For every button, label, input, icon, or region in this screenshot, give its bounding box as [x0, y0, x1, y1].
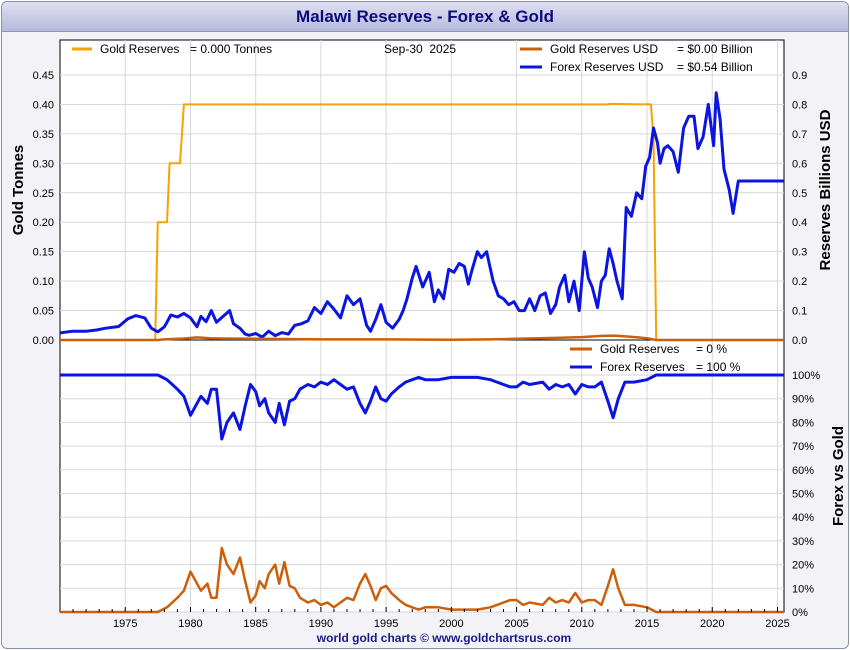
y-pct-tick-label: 60% [792, 465, 814, 477]
axis-ticks: 1975 1980 1985 1990 1995 2000 2005 2010 2015 2020… [33, 70, 821, 630]
y-right-tick-label: 0.9 [792, 70, 807, 82]
y-pct-tick-label: 80% [792, 417, 814, 429]
y-pct-tick-label: 0% [792, 607, 808, 619]
y-pct-tick-label: 10% [792, 583, 814, 595]
legend-gold-pct-value: = 0 % [696, 342, 727, 356]
series-gold-pct-line [60, 546, 784, 614]
y-left-tick-label: 0.25 [33, 188, 54, 200]
legend-forex-pct-name: Forex Reserves [600, 360, 685, 374]
y-left-tick-label: 0.40 [33, 99, 54, 111]
x-tick-label: 2005 [504, 618, 528, 630]
y-pct-tick-label: 50% [792, 489, 814, 501]
series-forex-pct-line [60, 373, 784, 441]
x-tick-label: 2025 [765, 618, 789, 630]
y-pct-tick-label: 70% [792, 441, 814, 453]
x-tick-label: 1980 [178, 618, 202, 630]
chart-title: Malawi Reserves - Forex & Gold [2, 2, 848, 32]
y-left-tick-label: 0.05 [33, 306, 54, 318]
y-right-tick-label: 0.4 [792, 217, 807, 229]
x-tick-label: 2015 [635, 618, 659, 630]
y-pct-tick-label: 100% [792, 370, 820, 382]
legend-forex-usd-value: = $0.54 Billion [677, 60, 753, 74]
y-left-tick-label: 0.45 [33, 70, 54, 82]
x-tick-label: 2000 [439, 618, 463, 630]
y-pct-tick-label: 90% [792, 394, 814, 406]
legend-gold-tonnes-value: = 0.000 Tonnes [190, 42, 272, 56]
y-left-tick-label: 0.30 [33, 158, 54, 170]
y-left-tick-label: 0.10 [33, 276, 54, 288]
y-right-tick-label: 0.0 [792, 335, 807, 347]
right-axis-title-bottom: Forex vs Gold [830, 426, 847, 526]
y-pct-tick-label: 20% [792, 560, 814, 572]
x-tick-label: 1975 [113, 618, 137, 630]
y-right-tick-label: 0.7 [792, 129, 807, 141]
x-tick-label: 1985 [243, 618, 267, 630]
series-layer [59, 91, 784, 614]
y-pct-tick-label: 30% [792, 536, 814, 548]
legend-forex-usd-name: Forex Reserves USD [550, 60, 664, 74]
y-right-tick-label: 0.1 [792, 306, 807, 318]
y-pct-tick-label: 40% [792, 512, 814, 524]
x-tick-label: 1995 [374, 618, 398, 630]
y-right-tick-label: 0.5 [792, 188, 807, 200]
y-right-tick-label: 0.6 [792, 158, 807, 170]
legend-gold-usd-value: = $0.00 Billion [677, 42, 753, 56]
y-right-tick-label: 0.3 [792, 247, 807, 259]
footer-credit: world gold charts © www.goldchartsrus.co… [316, 631, 571, 645]
y-left-tick-label: 0.35 [33, 129, 54, 141]
y-left-tick-label: 0.15 [33, 247, 54, 259]
left-axis-title: Gold Tonnes [10, 145, 27, 236]
legend-gold-pct-name: Gold Reserves [600, 342, 679, 356]
plot-area [59, 39, 785, 613]
legend-gold-tonnes-name: Gold Reserves [100, 42, 179, 56]
y-left-tick-label: 0.20 [33, 217, 54, 229]
x-tick-label: 2020 [700, 618, 724, 630]
y-left-tick-label: 0.00 [33, 335, 54, 347]
series-forex-usd-line [59, 91, 784, 339]
chart-date: Sep-30 2025 [384, 42, 456, 56]
y-right-tick-label: 0.8 [792, 99, 807, 111]
legend-forex-pct-value: = 100 % [696, 360, 741, 374]
x-tick-label: 1990 [309, 618, 333, 630]
y-right-tick-label: 0.2 [792, 276, 807, 288]
x-tick-label: 2010 [570, 618, 594, 630]
legend-gold-usd-name: Gold Reserves USD [550, 42, 658, 56]
series-gold-usd-line [60, 334, 784, 342]
right-axis-title-top: Reserves Billions USD [817, 109, 834, 270]
